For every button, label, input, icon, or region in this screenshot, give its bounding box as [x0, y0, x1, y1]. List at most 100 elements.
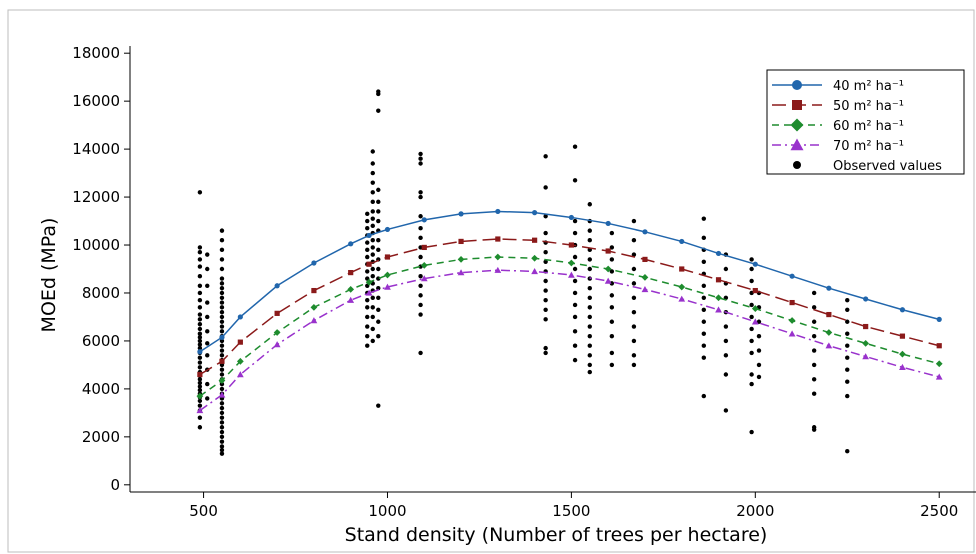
observed-point — [543, 259, 548, 265]
observed-point — [197, 403, 203, 408]
observed-point — [543, 185, 548, 190]
observed-point — [219, 410, 225, 416]
observed-point — [631, 281, 637, 286]
y-tick-label: 16000 — [72, 92, 120, 110]
observed-point — [197, 331, 203, 336]
observed-point — [376, 218, 381, 224]
observed-point — [845, 307, 850, 312]
observed-point — [376, 285, 381, 291]
observed-point — [749, 429, 754, 435]
y-tick-label: 2000 — [82, 428, 120, 446]
observed-point — [376, 266, 381, 272]
observed-point — [749, 302, 754, 308]
observed-point — [376, 89, 381, 94]
observed-point — [197, 387, 203, 393]
series-3-point — [420, 262, 428, 269]
series-3-point — [568, 259, 575, 267]
series-1-point — [237, 314, 243, 320]
series-2-point — [311, 287, 317, 294]
series-4-point — [935, 373, 943, 380]
series-1-point — [605, 220, 611, 227]
observed-point — [370, 252, 375, 257]
observed-point — [219, 367, 225, 372]
y-tick-label: 14000 — [72, 140, 120, 158]
series-3-point — [751, 305, 759, 312]
series-2-point — [826, 311, 832, 318]
observed-point — [543, 345, 548, 351]
observed-point — [365, 240, 370, 245]
observed-point — [365, 247, 370, 253]
observed-point — [205, 329, 210, 334]
observed-point — [219, 324, 225, 329]
observed-point — [572, 178, 578, 183]
observed-point — [370, 238, 375, 243]
series-2-point — [348, 269, 354, 276]
observed-point — [219, 314, 225, 320]
series-3-point — [531, 254, 538, 262]
legend-label-1: 40 m² ha⁻¹ — [833, 79, 904, 94]
series-4-point — [678, 295, 686, 302]
observed-point — [631, 338, 637, 344]
observed-point — [543, 317, 548, 322]
observed-point — [418, 151, 423, 157]
observed-point — [376, 295, 381, 300]
series-3-point — [347, 286, 355, 293]
observed-point — [370, 314, 375, 320]
observed-point — [205, 314, 210, 320]
observed-point — [749, 314, 754, 320]
series-1-point — [789, 273, 795, 279]
series-4-point — [310, 317, 318, 324]
series-3-point — [935, 360, 943, 368]
series-2-point — [863, 323, 869, 330]
series-2-point — [421, 244, 427, 251]
observed-point — [749, 350, 754, 356]
observed-point — [376, 247, 381, 253]
series-4-point — [494, 266, 502, 273]
series-2-point — [495, 236, 501, 242]
observed-point — [587, 305, 592, 310]
series-2-point — [936, 343, 942, 349]
observed-point — [418, 190, 423, 195]
observed-point — [197, 297, 203, 303]
observed-point — [370, 245, 375, 250]
observed-point — [587, 238, 592, 243]
observed-point — [631, 218, 637, 224]
observed-point — [370, 161, 375, 166]
observed-point — [365, 226, 370, 231]
observed-point — [365, 333, 370, 339]
observed-point — [543, 230, 548, 236]
observed-point — [418, 350, 423, 356]
legend-marker-3 — [790, 118, 804, 132]
observed-point — [219, 353, 225, 358]
observed-point — [811, 362, 817, 368]
observed-point — [845, 355, 850, 360]
series-2-point — [532, 237, 538, 243]
observed-point — [749, 381, 754, 387]
observed-point — [723, 353, 729, 358]
observed-point — [197, 345, 203, 351]
observed-point — [370, 338, 375, 344]
series-3-point — [899, 350, 906, 358]
series-3-point — [715, 294, 722, 302]
series-1-point — [532, 210, 538, 216]
observed-point — [197, 384, 203, 389]
series-4-point — [420, 275, 428, 282]
series-3-point — [273, 329, 281, 336]
series-1-point — [568, 214, 574, 221]
observed-point — [587, 228, 592, 233]
observed-point — [418, 156, 423, 161]
observed-point — [845, 393, 850, 399]
observed-point — [376, 209, 381, 214]
observed-point — [205, 283, 210, 288]
series-3-point — [641, 274, 649, 281]
observed-point — [572, 329, 578, 334]
observed-point — [418, 194, 423, 200]
observed-point — [701, 343, 707, 348]
series-1-point — [863, 296, 869, 302]
observed-point — [219, 444, 225, 449]
observed-point — [197, 264, 203, 269]
series-4-point — [236, 371, 244, 378]
series-3-point — [196, 392, 204, 400]
legend-label-3: 60 m² ha⁻¹ — [833, 119, 904, 134]
observed-point — [219, 228, 225, 233]
